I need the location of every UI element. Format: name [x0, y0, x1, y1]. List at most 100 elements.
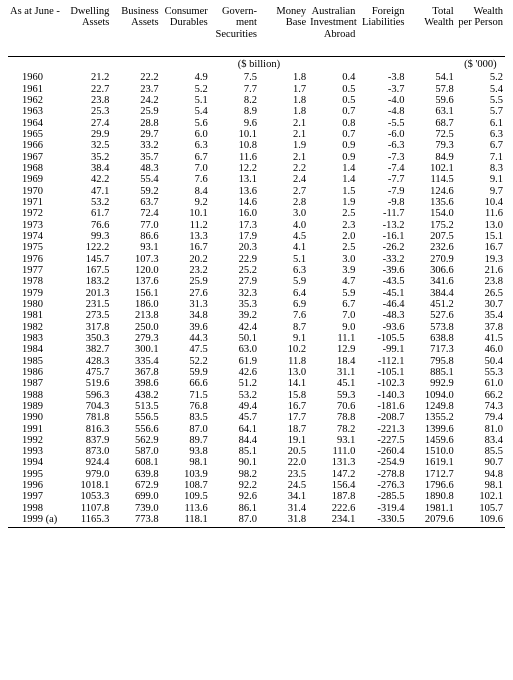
cell-year: 1991	[8, 424, 62, 435]
cell-value: 98.1	[161, 457, 210, 468]
cell-value: 34.1	[259, 491, 308, 502]
cell-value: 45.1	[308, 378, 357, 389]
cell-value: 6.3	[456, 129, 505, 140]
cell-value: 19.1	[259, 435, 308, 446]
cell-year: 1975	[8, 242, 62, 253]
cell-value: 207.5	[407, 231, 456, 242]
table-row: 196529.929.76.010.12.10.7-6.072.56.3	[8, 129, 505, 140]
cell-value: 17.7	[259, 412, 308, 423]
cell-value: 13.1	[210, 174, 259, 185]
cell-value: 87.0	[210, 514, 259, 528]
table-row: 19971053.3699.0109.592.634.1187.8-285.51…	[8, 491, 505, 502]
cell-value: 7.6	[259, 310, 308, 321]
cell-value: 773.8	[111, 514, 160, 528]
cell-value: 63.0	[210, 344, 259, 355]
cell-value: 13.6	[210, 186, 259, 197]
cell-year: 1988	[8, 390, 62, 401]
cell-value: 3.0	[259, 208, 308, 219]
cell-value: 1.8	[259, 95, 308, 106]
cell-value: 5.2	[161, 84, 210, 95]
cell-value: 25.9	[111, 106, 160, 117]
cell-value: 699.0	[111, 491, 160, 502]
cell-value: 84.4	[210, 435, 259, 446]
col-year: As at June -	[8, 6, 62, 57]
cell-value: 8.9	[210, 106, 259, 117]
cell-value: 16.7	[161, 242, 210, 253]
cell-value: 70.6	[308, 401, 357, 412]
cell-value: 76.8	[161, 401, 210, 412]
cell-value: 5.9	[308, 288, 357, 299]
cell-value: -93.6	[357, 322, 406, 333]
cell-year: 1960	[8, 72, 62, 83]
cell-value: 4.5	[259, 231, 308, 242]
cell-value: 35.3	[210, 299, 259, 310]
table-row: 1995979.0639.8103.998.223.5147.2-278.817…	[8, 469, 505, 480]
cell-value: 28.8	[111, 118, 160, 129]
table-row: 19981107.8739.0113.686.131.4222.6-319.41…	[8, 503, 505, 514]
cell-value: -7.3	[357, 152, 406, 163]
cell-value: 31.8	[259, 514, 308, 528]
cell-value: 795.8	[407, 356, 456, 367]
cell-value: 873.0	[62, 446, 111, 457]
cell-value: 232.6	[407, 242, 456, 253]
table-row: 1993873.0587.093.885.120.5111.0-260.4151…	[8, 446, 505, 457]
cell-value: 573.8	[407, 322, 456, 333]
table-row: 197047.159.28.413.62.71.5-7.9124.69.7	[8, 186, 505, 197]
cell-value: 66.6	[161, 378, 210, 389]
table-row: 196223.824.25.18.21.80.5-4.059.65.5	[8, 95, 505, 106]
cell-value: 74.3	[456, 401, 505, 412]
cell-value: 5.7	[456, 106, 505, 117]
cell-value: 109.6	[456, 514, 505, 528]
cell-value: -7.7	[357, 174, 406, 185]
cell-value: 0.5	[308, 84, 357, 95]
table-row: 1976145.7107.320.222.95.13.0-33.2270.919…	[8, 254, 505, 265]
cell-value: 0.7	[308, 106, 357, 117]
cell-value: -285.5	[357, 491, 406, 502]
cell-value: 201.3	[62, 288, 111, 299]
cell-value: 608.1	[111, 457, 160, 468]
cell-value: 59.3	[308, 390, 357, 401]
cell-value: 85.1	[210, 446, 259, 457]
cell-value: 186.0	[111, 299, 160, 310]
cell-year: 1977	[8, 265, 62, 276]
cell-value: 55.4	[111, 174, 160, 185]
cell-value: 6.4	[259, 288, 308, 299]
cell-value: 4.7	[308, 276, 357, 287]
cell-value: 717.3	[407, 344, 456, 355]
cell-year: 1993	[8, 446, 62, 457]
cell-value: 8.7	[259, 322, 308, 333]
cell-value: 21.2	[62, 72, 111, 83]
table-row: 1984382.7300.147.563.010.212.9-99.1717.3…	[8, 344, 505, 355]
cell-value: 42.4	[210, 322, 259, 333]
cell-value: 1053.3	[62, 491, 111, 502]
cell-value: 25.9	[161, 276, 210, 287]
cell-value: 222.6	[308, 503, 357, 514]
cell-value: 53.2	[62, 197, 111, 208]
cell-value: 6.1	[456, 118, 505, 129]
table-row: 1991816.3556.687.064.118.778.2-221.31399…	[8, 424, 505, 435]
cell-value: 71.5	[161, 390, 210, 401]
cell-year: 1967	[8, 152, 62, 163]
cell-value: 4.0	[259, 220, 308, 231]
cell-value: 13.0	[259, 367, 308, 378]
table-row: 196122.723.75.27.71.70.5-3.757.85.4	[8, 84, 505, 95]
cell-year: 1961	[8, 84, 62, 95]
cell-year: 1997	[8, 491, 62, 502]
cell-value: 61.7	[62, 208, 111, 219]
cell-value: 1.8	[259, 72, 308, 83]
cell-value: -278.8	[357, 469, 406, 480]
cell-value: -39.6	[357, 265, 406, 276]
cell-value: 154.0	[407, 208, 456, 219]
cell-value: 2.3	[308, 220, 357, 231]
cell-value: 29.7	[111, 129, 160, 140]
cell-value: 18.4	[308, 356, 357, 367]
cell-value: 59.2	[111, 186, 160, 197]
cell-value: -208.7	[357, 412, 406, 423]
cell-value: 55.3	[456, 367, 505, 378]
cell-value: 38.4	[62, 163, 111, 174]
cell-value: 1796.6	[407, 480, 456, 491]
cell-value: 50.1	[210, 333, 259, 344]
cell-value: 7.7	[210, 84, 259, 95]
cell-value: 7.1	[456, 152, 505, 163]
cell-value: 273.5	[62, 310, 111, 321]
